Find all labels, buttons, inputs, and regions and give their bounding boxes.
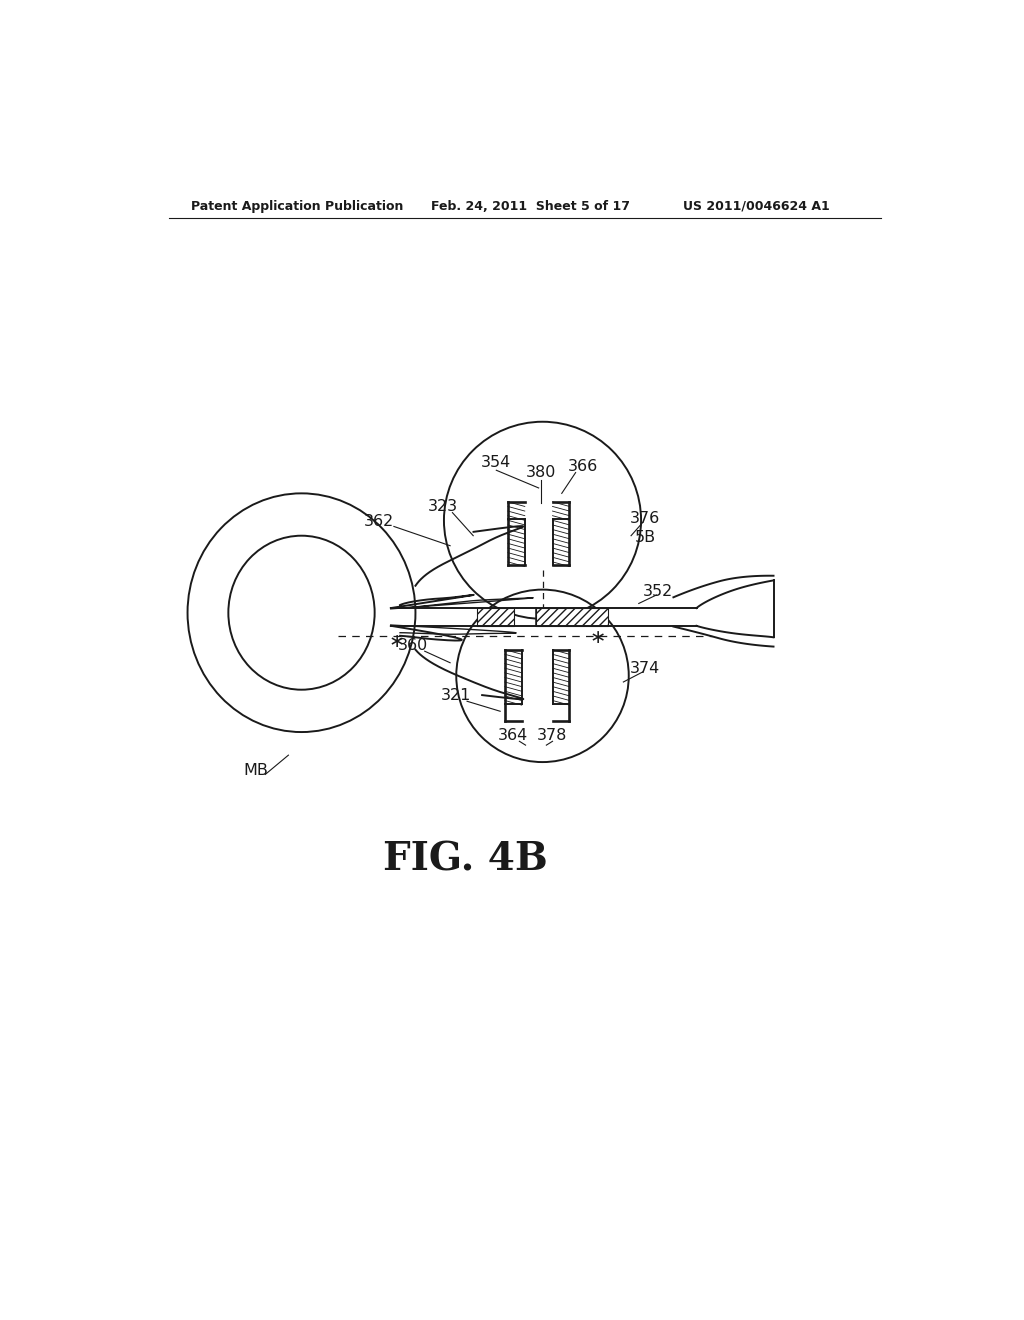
Text: 364: 364 — [498, 729, 527, 743]
Text: 374: 374 — [630, 660, 660, 676]
Text: 323: 323 — [427, 499, 458, 513]
Text: MB: MB — [244, 763, 268, 777]
Text: 352: 352 — [643, 583, 673, 599]
Text: FIG. 4B: FIG. 4B — [383, 840, 548, 878]
Text: 380: 380 — [525, 465, 556, 480]
Text: US 2011/0046624 A1: US 2011/0046624 A1 — [683, 199, 830, 213]
Text: 366: 366 — [568, 459, 598, 474]
Text: ∗: ∗ — [388, 632, 404, 651]
Text: 362: 362 — [365, 515, 394, 529]
Bar — [477, 609, 514, 626]
Text: ∗: ∗ — [590, 628, 606, 647]
Text: 376: 376 — [630, 511, 660, 527]
Text: 5B: 5B — [634, 529, 655, 545]
Text: Feb. 24, 2011  Sheet 5 of 17: Feb. 24, 2011 Sheet 5 of 17 — [431, 199, 630, 213]
Text: 360: 360 — [398, 639, 428, 653]
Text: 321: 321 — [440, 688, 471, 704]
Text: 354: 354 — [481, 455, 511, 470]
Text: Patent Application Publication: Patent Application Publication — [190, 199, 403, 213]
Text: 378: 378 — [537, 729, 567, 743]
Bar — [537, 609, 608, 626]
